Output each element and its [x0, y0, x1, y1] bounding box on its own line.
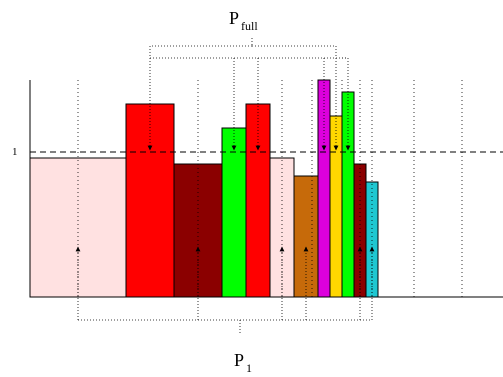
- top-bracket: [147, 38, 351, 151]
- axes: [29, 80, 503, 298]
- p-one-label: P: [234, 350, 244, 370]
- y-tick-label: 1: [12, 146, 18, 158]
- bar-light-pink-1: [29, 157, 127, 298]
- p-full-label: P: [229, 8, 239, 28]
- bar-orange: [293, 175, 319, 298]
- bar-green-1: [221, 127, 247, 298]
- bars: [29, 79, 379, 298]
- bottom-bracket: [75, 246, 375, 333]
- bar-green-2: [341, 91, 355, 298]
- vertical-guides: [77, 80, 463, 297]
- bar-red-1: [125, 103, 175, 298]
- bar-cyan: [365, 181, 379, 298]
- bar-red-2: [245, 103, 271, 298]
- bar-yellow: [329, 115, 343, 298]
- p-one-subscript: 1: [246, 361, 252, 375]
- p-full-subscript: full: [241, 19, 258, 33]
